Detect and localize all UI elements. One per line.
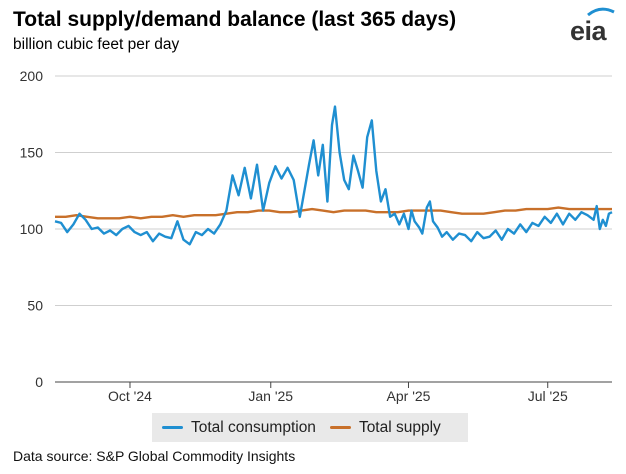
y-tick-label: 0 bbox=[35, 374, 43, 390]
legend-item-supply[interactable]: Total supply bbox=[329, 418, 441, 437]
legend-item-consumption[interactable]: Total consumption bbox=[162, 419, 316, 437]
legend-swatch-supply bbox=[329, 426, 351, 429]
legend-label-consumption: Total consumption bbox=[191, 418, 316, 436]
x-tick-label: Jan '25 bbox=[248, 388, 293, 404]
eia-logo: eia bbox=[570, 6, 616, 46]
data-source: Data source: S&P Global Commodity Insigh… bbox=[13, 448, 296, 464]
x-tick-label: Oct '24 bbox=[108, 388, 152, 404]
series-line-consumption bbox=[54, 105, 613, 246]
y-tick-label: 50 bbox=[27, 298, 43, 314]
logo-arc-icon bbox=[587, 7, 615, 17]
y-tick-label: 150 bbox=[20, 145, 44, 161]
x-tick-label: Apr '25 bbox=[387, 388, 431, 404]
x-tick-label: Jul '25 bbox=[528, 388, 568, 404]
y-tick-label: 100 bbox=[20, 221, 44, 237]
logo-text: eia bbox=[570, 16, 607, 46]
chart-subtitle: billion cubic feet per day bbox=[13, 36, 180, 53]
series-line-supply bbox=[55, 206, 612, 220]
legend-swatch-consumption bbox=[162, 426, 183, 429]
legend-label-supply: Total supply bbox=[358, 418, 441, 436]
y-tick-label: 200 bbox=[20, 68, 44, 84]
chart-title: Total supply/demand balance (last 365 da… bbox=[13, 8, 457, 31]
legend: Total consumption Total supply bbox=[152, 413, 468, 442]
